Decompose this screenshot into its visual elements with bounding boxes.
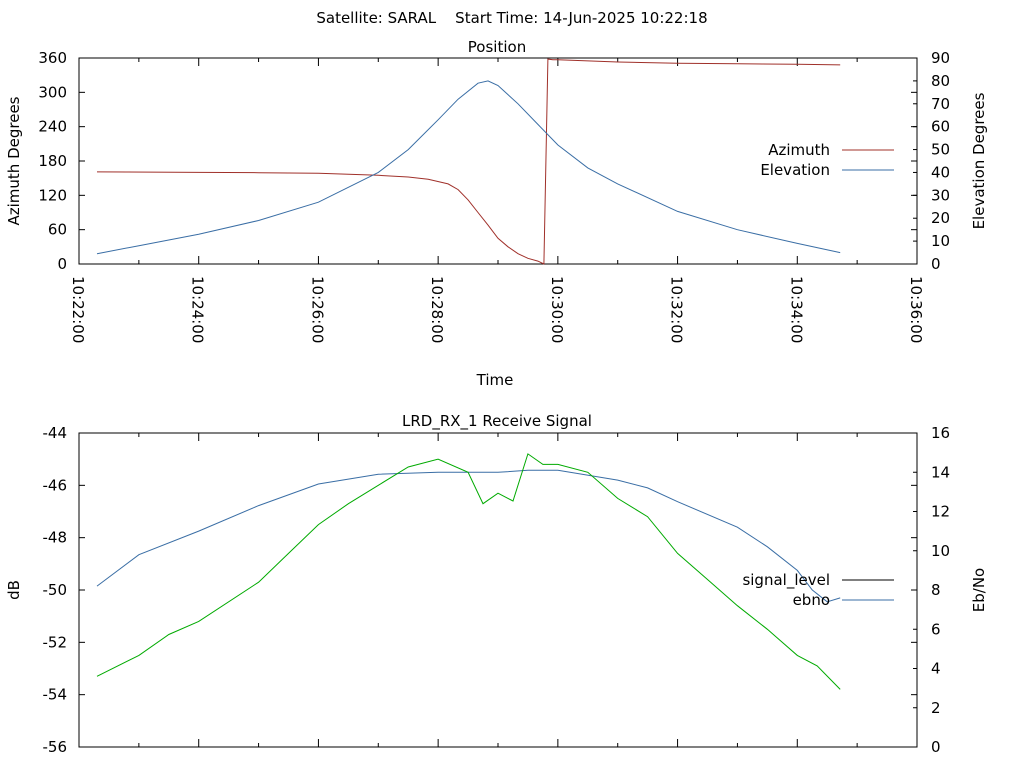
sig-ytick-label: -56 xyxy=(43,738,68,756)
pos-ytick-label: 240 xyxy=(38,118,67,136)
pos-ytick-label: 60 xyxy=(48,221,67,239)
signal-y-axis-label: dB xyxy=(5,580,23,600)
pos-ytick-label: 300 xyxy=(38,83,67,101)
pos-y2tick-label: 30 xyxy=(931,186,950,204)
pos-y2tick-label: 60 xyxy=(931,118,950,136)
pos-y2tick-label: 10 xyxy=(931,232,950,250)
pos-xtick-label: 10:30:00 xyxy=(548,276,566,343)
pos-legend-elevation-label: Elevation xyxy=(760,161,830,179)
pos-y2tick-label: 70 xyxy=(931,95,950,113)
pos-xtick-label: 10:28:00 xyxy=(428,276,446,343)
position-x-axis-label: Time xyxy=(476,371,514,389)
position-y2-axis-label: Elevation Degrees xyxy=(970,92,988,229)
pos-y2tick-label: 80 xyxy=(931,72,950,90)
pos-ytick-label: 120 xyxy=(38,186,67,204)
sig-ytick-label: -46 xyxy=(43,476,68,494)
signal-y2-axis-label: Eb/No xyxy=(970,568,988,612)
sig-ytick-label: -48 xyxy=(43,529,68,547)
pos-y2tick-label: 20 xyxy=(931,209,950,227)
sig-y2tick-label: 8 xyxy=(931,581,941,599)
sig-y2tick-label: 16 xyxy=(931,424,950,442)
pos-y2tick-label: 50 xyxy=(931,141,950,159)
pos-xtick-label: 10:32:00 xyxy=(668,276,686,343)
header-title: Satellite: SARAL Start Time: 14-Jun-2025… xyxy=(316,9,707,27)
sig-y2tick-label: 4 xyxy=(931,660,941,678)
pos-xtick-label: 10:26:00 xyxy=(308,276,326,343)
pos-y2tick-label: 40 xyxy=(931,163,950,181)
sig-legend-signal-level-label: signal_level xyxy=(742,571,830,590)
pos-legend-azimuth-label: Azimuth xyxy=(768,141,830,159)
position-y-axis-label: Azimuth Degrees xyxy=(5,96,23,225)
pos-xtick-label: 10:34:00 xyxy=(787,276,805,343)
sig-ytick-label: -52 xyxy=(43,633,68,651)
position-chart-title: Position xyxy=(468,38,526,56)
pos-xtick-label: 10:24:00 xyxy=(189,276,207,343)
sig-y2tick-label: 6 xyxy=(931,620,941,638)
signal-plot-frame xyxy=(78,432,918,748)
signal-chart: LRD_RX_1 Receive Signal -56 -54 -52 -50 -48 -… xyxy=(5,412,988,756)
pos-ytick-label: 0 xyxy=(57,255,67,273)
sig-legend-ebno-label: ebno xyxy=(793,591,830,609)
sig-ytick-label: -44 xyxy=(43,424,68,442)
sig-y2tick-label: 2 xyxy=(931,699,941,717)
sig-ytick-label: -54 xyxy=(43,686,68,704)
pos-xtick-label: 10:22:00 xyxy=(69,276,87,343)
position-chart: Position 0 60 120 180 240 300 360 0 10 20 30 40 50 6… xyxy=(5,38,988,389)
pos-y2tick-label: 90 xyxy=(931,49,950,67)
sig-series-unlabeled-line xyxy=(96,453,841,690)
pos-series-azimuth-line xyxy=(96,58,841,265)
pos-xtick-label: 10:36:00 xyxy=(907,276,925,343)
signal-chart-title: LRD_RX_1 Receive Signal xyxy=(402,412,592,431)
pos-y2tick-label: 0 xyxy=(931,255,941,273)
sig-y2tick-label: 12 xyxy=(931,503,950,521)
sig-y2tick-label: 14 xyxy=(931,463,950,481)
pos-series-elevation-line xyxy=(96,80,841,255)
sig-ytick-label: -50 xyxy=(43,581,68,599)
sig-y2tick-label: 0 xyxy=(931,738,941,756)
pos-ytick-label: 360 xyxy=(38,49,67,67)
sig-series-ebno-line xyxy=(96,469,841,603)
pos-ytick-label: 180 xyxy=(38,152,67,170)
sig-y2tick-label: 10 xyxy=(931,542,950,560)
